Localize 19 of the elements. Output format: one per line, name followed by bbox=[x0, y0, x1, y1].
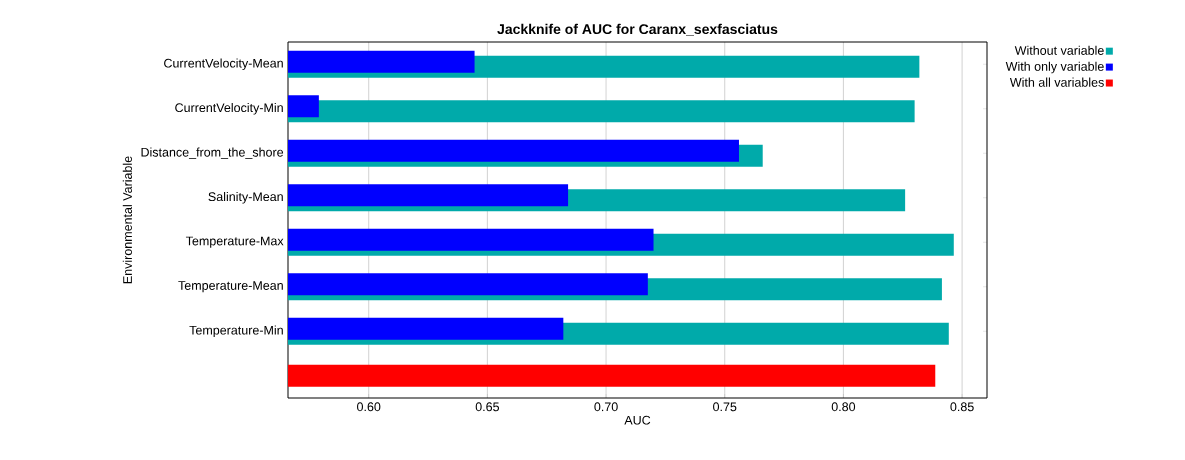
y-tick-label: Temperature-Min bbox=[189, 325, 283, 338]
legend-label: With only variable bbox=[1005, 61, 1104, 74]
y-tick-label: Distance_from_the_shore bbox=[141, 147, 284, 160]
y-tick-label: CurrentVelocity-Mean bbox=[164, 58, 283, 71]
y-axis-title: Environmental Variable bbox=[122, 156, 132, 284]
legend-label: With all variables bbox=[1009, 77, 1104, 87]
y-tick-label: Temperature-Mean bbox=[178, 281, 283, 293]
x-tick-label: 0.80 bbox=[831, 402, 856, 412]
x-tick-label: 0.85 bbox=[950, 402, 974, 412]
x-axis-title: AUC bbox=[624, 415, 651, 425]
x-tick-label: 0.75 bbox=[713, 402, 737, 412]
y-tick-label: CurrentVelocity-Min bbox=[175, 102, 283, 115]
chart-title: Jackknife of AUC for Caranx_sexfasciatus bbox=[497, 23, 778, 36]
y-tick-label: Salinity-Mean bbox=[208, 191, 283, 204]
x-tick-label: 0.70 bbox=[594, 402, 618, 412]
x-tick-label: 0.60 bbox=[357, 402, 381, 412]
legend-label: Without variable bbox=[1014, 45, 1104, 55]
y-tick-label: Temperature-Max bbox=[185, 236, 284, 248]
x-tick-label: 0.65 bbox=[475, 402, 500, 412]
